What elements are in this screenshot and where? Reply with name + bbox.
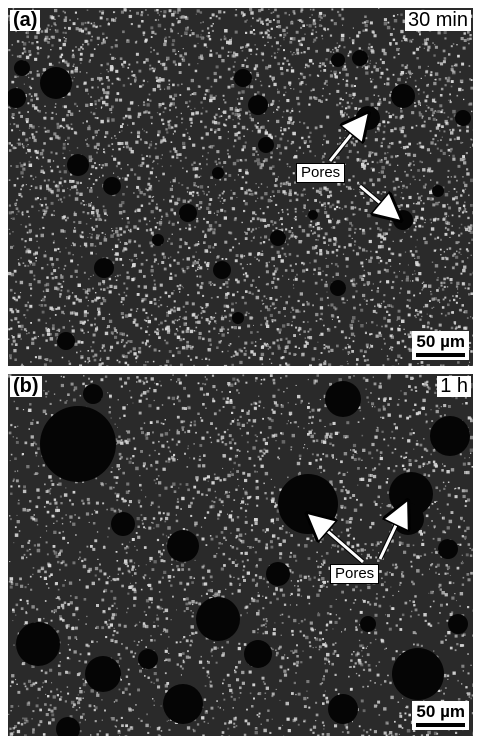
panel-label-a: (a)	[10, 10, 41, 31]
pore-arrows-b	[8, 374, 473, 564]
pores-label-a: Pores	[296, 163, 346, 183]
scale-text-a: 50 µm	[416, 332, 465, 351]
time-label-b: 1 h	[437, 376, 471, 397]
pore-arrows-a	[328, 8, 473, 366]
time-label-a: 30 min	[404, 10, 471, 31]
scale-line-a	[416, 353, 465, 357]
micrograph-panel-a: (a) 30 min Pores 50 µm	[8, 8, 473, 366]
micrograph-panel-b: (b) 1 h Pores 50 µm	[8, 374, 473, 736]
pores-label-b: Pores	[330, 564, 380, 584]
micrograph-image-a	[8, 8, 473, 366]
panel-label-b: (b)	[10, 376, 42, 397]
scale-bar-a: 50 µm	[412, 331, 469, 360]
scale-line-b	[416, 723, 465, 727]
scale-text-b: 50 µm	[416, 702, 465, 721]
scale-bar-b: 50 µm	[412, 701, 469, 730]
